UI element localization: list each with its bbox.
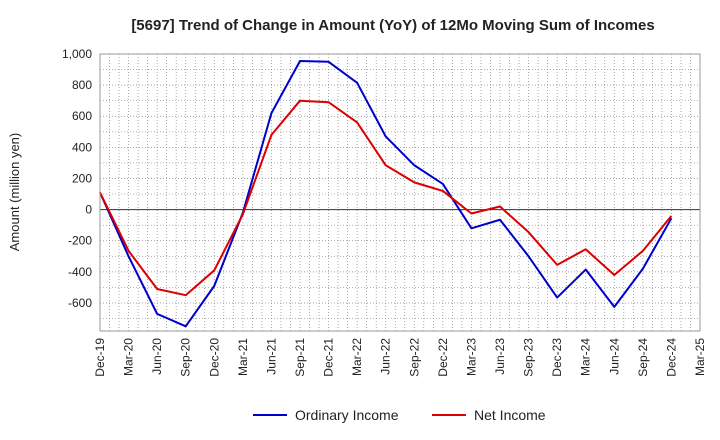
chart-title: [5697] Trend of Change in Amount (YoY) o… [131, 17, 654, 34]
series-line-ordinary-income [99, 60, 673, 328]
y-tick-label: -600 [68, 296, 92, 310]
x-tick-label: Mar-23 [464, 338, 478, 376]
x-tick-label: Mar-20 [122, 338, 136, 376]
x-tick-label: Dec-19 [93, 338, 107, 377]
x-tick-label: Mar-22 [350, 338, 364, 376]
x-tick-label: Jun-24 [607, 338, 621, 375]
plot-area [100, 54, 700, 331]
legend-label-net-income: Net Income [474, 407, 546, 423]
legend: Ordinary Income Net Income [253, 407, 546, 423]
series-line-net-income [99, 99, 673, 297]
y-tick-label: 600 [72, 109, 92, 123]
plot-border [99, 53, 701, 332]
x-tick-label: Sep-20 [179, 338, 193, 377]
grid [99, 54, 701, 331]
x-tick-label: Jun-20 [150, 338, 164, 375]
y-tick-label: 400 [72, 140, 92, 154]
x-tick-label: Dec-23 [550, 338, 564, 377]
x-tick-label: Sep-21 [293, 338, 307, 377]
x-tick-label: Sep-23 [522, 338, 536, 377]
x-tick-label: Mar-24 [579, 338, 593, 376]
x-tick-label: Dec-20 [207, 338, 221, 377]
y-tick-label: 1,000 [62, 47, 92, 61]
x-tick-label: Jun-22 [379, 338, 393, 375]
y-tick-label: -200 [68, 234, 92, 248]
y-tick-labels: 1,000 800 600 400 200 0 -200 -400 -600 [62, 47, 92, 310]
x-tick-label: Sep-22 [407, 338, 421, 377]
x-tick-label: Mar-25 [693, 338, 707, 376]
x-tick-labels: Dec-19 Mar-20 Jun-20 Sep-20 Dec-20 Mar-21 Jun-… [93, 338, 707, 377]
x-tick-label: Dec-21 [322, 338, 336, 377]
legend-label-ordinary-income: Ordinary Income [295, 407, 399, 423]
y-tick-label: 200 [72, 171, 92, 185]
x-tick-label: Dec-22 [436, 338, 450, 377]
series-lines [99, 60, 673, 328]
x-tick-label: Sep-24 [636, 338, 650, 377]
y-tick-label: 800 [72, 78, 92, 92]
x-tick-label: Dec-24 [664, 338, 678, 377]
x-tick-label: Jun-23 [493, 338, 507, 375]
x-tick-label: Mar-21 [236, 338, 250, 376]
y-tick-label: -400 [68, 265, 92, 279]
x-tick-label: Jun-21 [264, 338, 278, 375]
y-axis-label: Amount (million yen) [7, 133, 22, 252]
y-tick-label: 0 [85, 203, 92, 217]
